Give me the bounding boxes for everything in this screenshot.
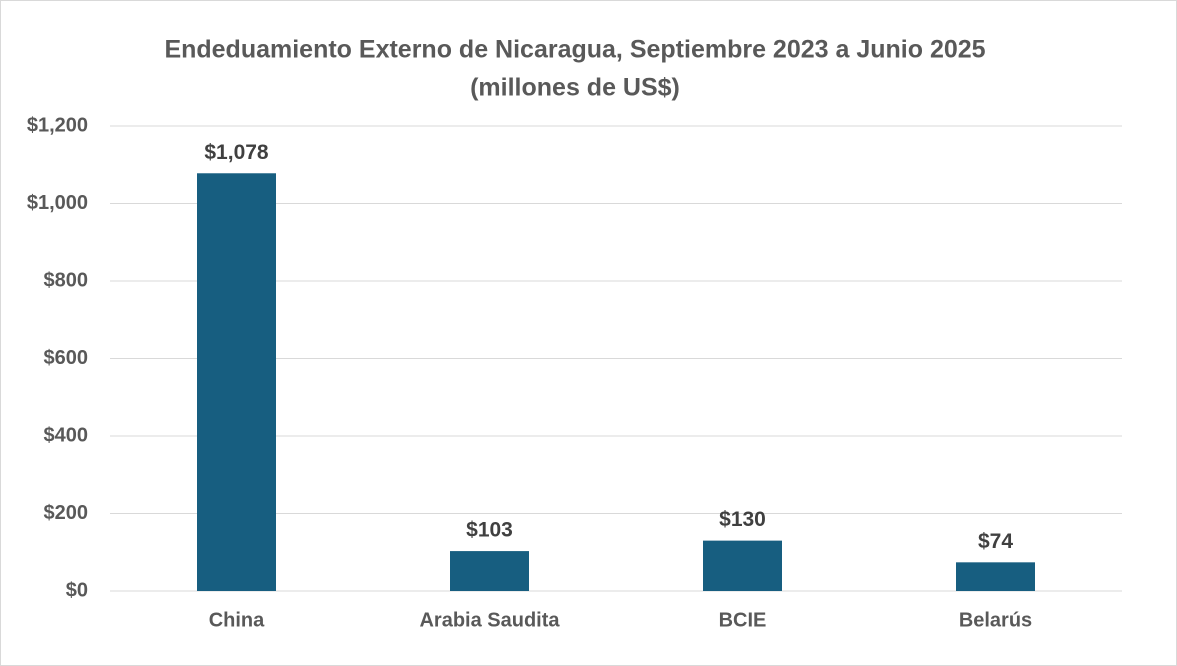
y-tick-label: $400	[44, 424, 89, 446]
bar	[703, 540, 782, 591]
x-tick-label: China	[209, 609, 265, 631]
y-tick-label: $200	[44, 502, 89, 524]
data-label: $1,078	[204, 141, 269, 164]
y-tick-label: $0	[66, 579, 88, 601]
data-label: $130	[719, 508, 766, 531]
chart-subtitle: (millones de US$)	[470, 74, 680, 102]
y-tick-label: $1,200	[27, 114, 88, 136]
x-tick-label: Arabia Saudita	[419, 609, 560, 631]
data-label: $103	[466, 519, 513, 542]
chart-title: Endeduamiento Externo de Nicaragua, Sept…	[164, 36, 985, 64]
bar	[450, 551, 529, 591]
data-label: $74	[978, 530, 1013, 553]
y-tick-label: $800	[44, 269, 89, 291]
y-tick-label: $1,000	[27, 192, 88, 214]
x-tick-label: BCIE	[719, 609, 767, 631]
bar	[956, 562, 1035, 591]
x-tick-label: Belarús	[959, 609, 1032, 631]
bar	[197, 173, 276, 591]
y-tick-label: $600	[44, 347, 89, 369]
